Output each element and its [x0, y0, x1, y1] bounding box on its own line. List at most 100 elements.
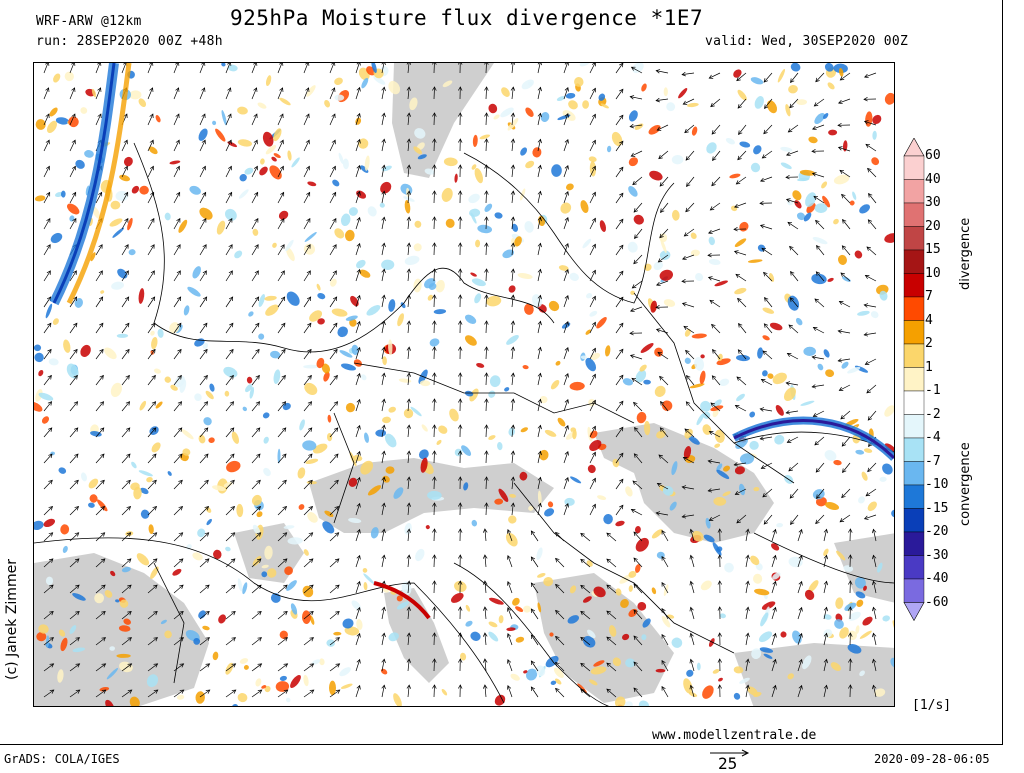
- field-patch: [237, 106, 249, 115]
- field-patch: [497, 442, 503, 451]
- field-patch: [568, 271, 580, 282]
- field-patch: [824, 368, 835, 378]
- field-patch: [465, 604, 471, 612]
- units-label: [1/s]: [912, 698, 951, 713]
- coastline-baltic: [464, 153, 674, 303]
- field-patch: [243, 664, 250, 671]
- wind-vector-shaft: [659, 151, 668, 159]
- field-patch: [820, 180, 828, 189]
- wind-vector-shaft: [434, 633, 435, 645]
- field-patch: [264, 295, 277, 301]
- field-patch: [835, 597, 844, 609]
- field-patch: [425, 524, 430, 529]
- field-patch: [803, 347, 816, 357]
- field-patch: [803, 588, 816, 602]
- field-patch: [255, 510, 263, 518]
- wind-vector-shaft: [556, 532, 564, 541]
- wind-vector-shaft: [634, 584, 642, 593]
- colorbar-tick-label: -2: [925, 407, 941, 422]
- field-patch: [118, 174, 130, 183]
- field-patch: [664, 87, 668, 96]
- colorbar-swatch: [904, 227, 924, 251]
- field-patch: [780, 146, 793, 152]
- wind-vector-shaft: [486, 113, 487, 125]
- field-patch: [108, 217, 123, 229]
- wind-vector-shaft: [70, 454, 78, 463]
- wind-vector-shaft: [434, 191, 435, 203]
- wind-vector-shaft: [868, 168, 876, 177]
- field-patch: [857, 310, 870, 317]
- field-patch: [340, 213, 352, 227]
- field-patch: [749, 441, 759, 450]
- field-patch: [472, 135, 478, 148]
- field-patch: [381, 259, 394, 270]
- field-patch: [555, 360, 562, 367]
- wind-vector-shaft: [200, 585, 209, 593]
- field-patch: [547, 299, 561, 313]
- wind-vector-shaft: [712, 125, 720, 134]
- field-patch: [147, 145, 159, 156]
- wind-vector-shaft: [816, 463, 824, 472]
- field-patch: [700, 683, 716, 701]
- field-patch: [588, 156, 597, 163]
- field-patch: [279, 675, 287, 681]
- field-patch: [777, 68, 787, 83]
- wind-vector-shaft: [70, 402, 78, 411]
- field-patch: [790, 629, 803, 645]
- field-patch: [148, 524, 154, 534]
- field-patch: [826, 81, 836, 91]
- field-patch: [303, 548, 310, 556]
- wind-vector-head: [866, 492, 870, 496]
- field-patch: [79, 106, 89, 116]
- field-patch: [303, 674, 310, 686]
- field-patch: [440, 186, 455, 203]
- field-patch: [762, 306, 775, 315]
- wind-vector-shaft: [712, 177, 720, 186]
- field-patch: [413, 547, 426, 562]
- field-patch: [262, 411, 271, 419]
- wind-vector-shaft: [200, 63, 204, 73]
- wind-vector-shaft: [96, 507, 105, 516]
- wind-vector-shaft: [867, 385, 876, 393]
- wind-vector-shaft: [712, 324, 720, 333]
- wind-vector-shaft: [868, 220, 876, 229]
- field-patch: [444, 217, 456, 229]
- wind-vector-shaft: [200, 454, 208, 463]
- field-patch: [859, 630, 873, 641]
- wind-vector-shaft: [330, 559, 339, 567]
- wind-vector-shaft: [764, 515, 772, 524]
- wind-vector-shaft: [434, 503, 435, 515]
- wind-vector-shaft: [434, 581, 435, 593]
- field-patch: [714, 279, 729, 287]
- field-patch: [115, 267, 129, 281]
- field-patch: [872, 131, 877, 140]
- field-patch: [111, 227, 125, 239]
- field-patch: [565, 182, 575, 191]
- field-patch: [254, 678, 262, 688]
- wind-vector-shaft: [486, 295, 487, 307]
- field-patch: [627, 155, 640, 168]
- field-patch: [822, 348, 830, 358]
- field-patch: [865, 111, 874, 127]
- wind-vector-shaft: [278, 428, 286, 437]
- field-patch: [634, 122, 645, 131]
- field-patch: [65, 201, 81, 216]
- field-patch: [581, 238, 592, 250]
- valid-time-label: valid: Wed, 30SEP2020 00Z: [705, 34, 908, 49]
- field-patch: [663, 298, 676, 308]
- field-patch: [566, 98, 579, 111]
- wind-vector-head: [229, 297, 233, 301]
- field-patch: [781, 385, 798, 403]
- wind-vector-shaft: [148, 507, 157, 516]
- field-patch: [501, 248, 515, 260]
- wind-vector-shaft: [764, 125, 772, 134]
- field-patch: [150, 441, 163, 454]
- wind-vector-shaft: [122, 480, 130, 489]
- field-patch: [833, 173, 851, 186]
- wind-vector-shaft: [686, 203, 694, 212]
- field-patch: [137, 97, 148, 108]
- field-patch: [879, 477, 886, 483]
- field-patch: [714, 443, 721, 449]
- field-patch: [549, 379, 560, 391]
